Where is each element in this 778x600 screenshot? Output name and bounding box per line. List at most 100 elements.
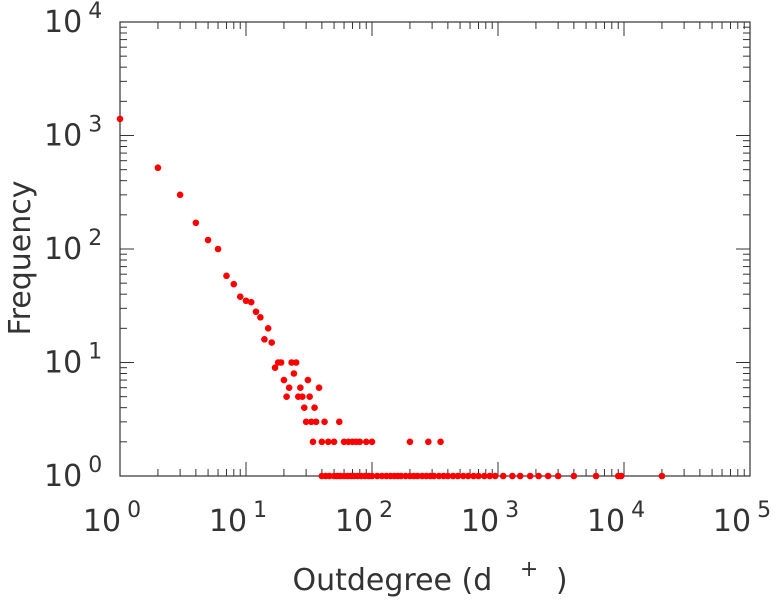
data-point xyxy=(325,438,332,446)
data-point xyxy=(592,472,600,480)
data-point xyxy=(470,472,477,480)
data-point xyxy=(311,404,318,411)
data-point xyxy=(214,245,222,253)
data-point xyxy=(308,418,315,426)
data-point xyxy=(280,376,288,384)
data-point xyxy=(356,438,364,446)
data-point xyxy=(449,472,457,480)
y-tick-label: 10 0 xyxy=(44,453,102,494)
y-tick-label-exponent: 0 xyxy=(88,453,102,478)
data-point xyxy=(277,359,285,366)
data-point xyxy=(491,472,499,480)
x-tick-label-exponent: 5 xyxy=(757,498,771,523)
data-point xyxy=(242,297,250,305)
x-tick-label-base: 10 xyxy=(461,504,499,539)
data-point xyxy=(617,472,625,480)
data-point xyxy=(309,438,317,446)
data-point xyxy=(247,298,255,306)
data-point xyxy=(330,438,338,446)
data-point xyxy=(326,472,333,480)
data-point xyxy=(302,418,310,426)
data-point xyxy=(335,418,343,426)
x-tick-label-exponent: 3 xyxy=(505,498,519,523)
y-tick-label-exponent: 3 xyxy=(88,113,102,138)
plot-frame xyxy=(119,21,751,477)
data-point xyxy=(430,472,438,480)
data-point xyxy=(271,364,279,371)
y-tick-label-base: 10 xyxy=(44,459,82,494)
y-tick-label-base: 10 xyxy=(44,119,82,154)
x-tick-label-base: 10 xyxy=(335,504,373,539)
data-point xyxy=(368,472,376,480)
x-tick-label-exponent: 1 xyxy=(253,498,267,523)
data-point xyxy=(373,472,381,480)
data-point xyxy=(658,472,666,480)
data-point xyxy=(257,314,264,321)
data-point xyxy=(116,115,124,123)
data-point xyxy=(397,472,405,480)
x-tick-label-exponent: 2 xyxy=(379,498,393,523)
y-tick-label-exponent: 2 xyxy=(88,226,102,251)
data-point xyxy=(435,472,443,480)
data-point xyxy=(283,393,290,400)
y-axis-title: Frequency xyxy=(3,181,38,336)
data-point xyxy=(321,418,328,426)
data-point xyxy=(154,164,162,172)
data-point xyxy=(464,472,472,480)
y-tick-label-exponent: 1 xyxy=(88,340,102,365)
y-tick-label: 10 3 xyxy=(44,113,102,154)
x-tick-label-base: 10 xyxy=(587,504,625,539)
data-point xyxy=(290,370,298,377)
x-tick-label-base: 10 xyxy=(209,504,247,539)
data-point xyxy=(535,472,542,480)
data-point xyxy=(406,438,414,446)
data-point xyxy=(414,472,421,480)
data-point xyxy=(268,339,276,346)
x-tick-label-exponent: 0 xyxy=(127,498,141,523)
data-point xyxy=(288,359,295,366)
x-tick-label: 10 3 xyxy=(461,498,519,539)
data-point xyxy=(481,472,488,480)
data-point xyxy=(444,472,452,480)
y-tick-label-exponent: 4 xyxy=(88,0,102,24)
x-tick-label-base: 10 xyxy=(83,504,121,539)
data-point xyxy=(454,472,462,480)
data-point xyxy=(526,472,534,480)
x-tick-label: 10 0 xyxy=(83,498,141,539)
y-tick-label: 10 2 xyxy=(44,226,102,267)
data-point xyxy=(285,384,293,391)
data-point xyxy=(509,472,516,480)
data-point xyxy=(300,404,308,411)
y-tick-label: 10 4 xyxy=(44,0,102,40)
y-tick-label-base: 10 xyxy=(44,232,82,267)
data-points xyxy=(116,115,666,480)
y-tick-label-base: 10 xyxy=(44,5,82,40)
data-point xyxy=(475,472,482,480)
data-point xyxy=(499,472,507,480)
x-tick-labels: 10 0 10 1 10 2 10 3 10 4 10 5 xyxy=(83,498,771,539)
data-point xyxy=(236,293,244,300)
x-tick-label: 10 1 xyxy=(209,498,267,539)
data-point xyxy=(486,472,494,480)
data-point xyxy=(437,438,444,446)
data-point xyxy=(292,359,300,366)
data-point xyxy=(554,472,562,480)
data-point xyxy=(312,418,320,426)
x-axis-title-main: Outdegree (d xyxy=(292,563,492,598)
data-point xyxy=(459,472,467,480)
x-axis-title-superscript: + xyxy=(520,557,538,582)
data-point xyxy=(304,376,312,384)
data-point xyxy=(252,308,260,316)
data-point xyxy=(192,219,200,227)
tick-marks xyxy=(119,22,750,477)
y-tick-label: 10 1 xyxy=(44,340,102,381)
x-tick-label-base: 10 xyxy=(713,504,751,539)
x-tick-label: 10 5 xyxy=(713,498,771,539)
data-point xyxy=(368,438,376,446)
data-point xyxy=(516,472,524,480)
data-point xyxy=(230,280,238,288)
x-tick-label-exponent: 4 xyxy=(631,498,645,523)
data-point xyxy=(306,393,313,400)
data-point xyxy=(223,272,230,280)
